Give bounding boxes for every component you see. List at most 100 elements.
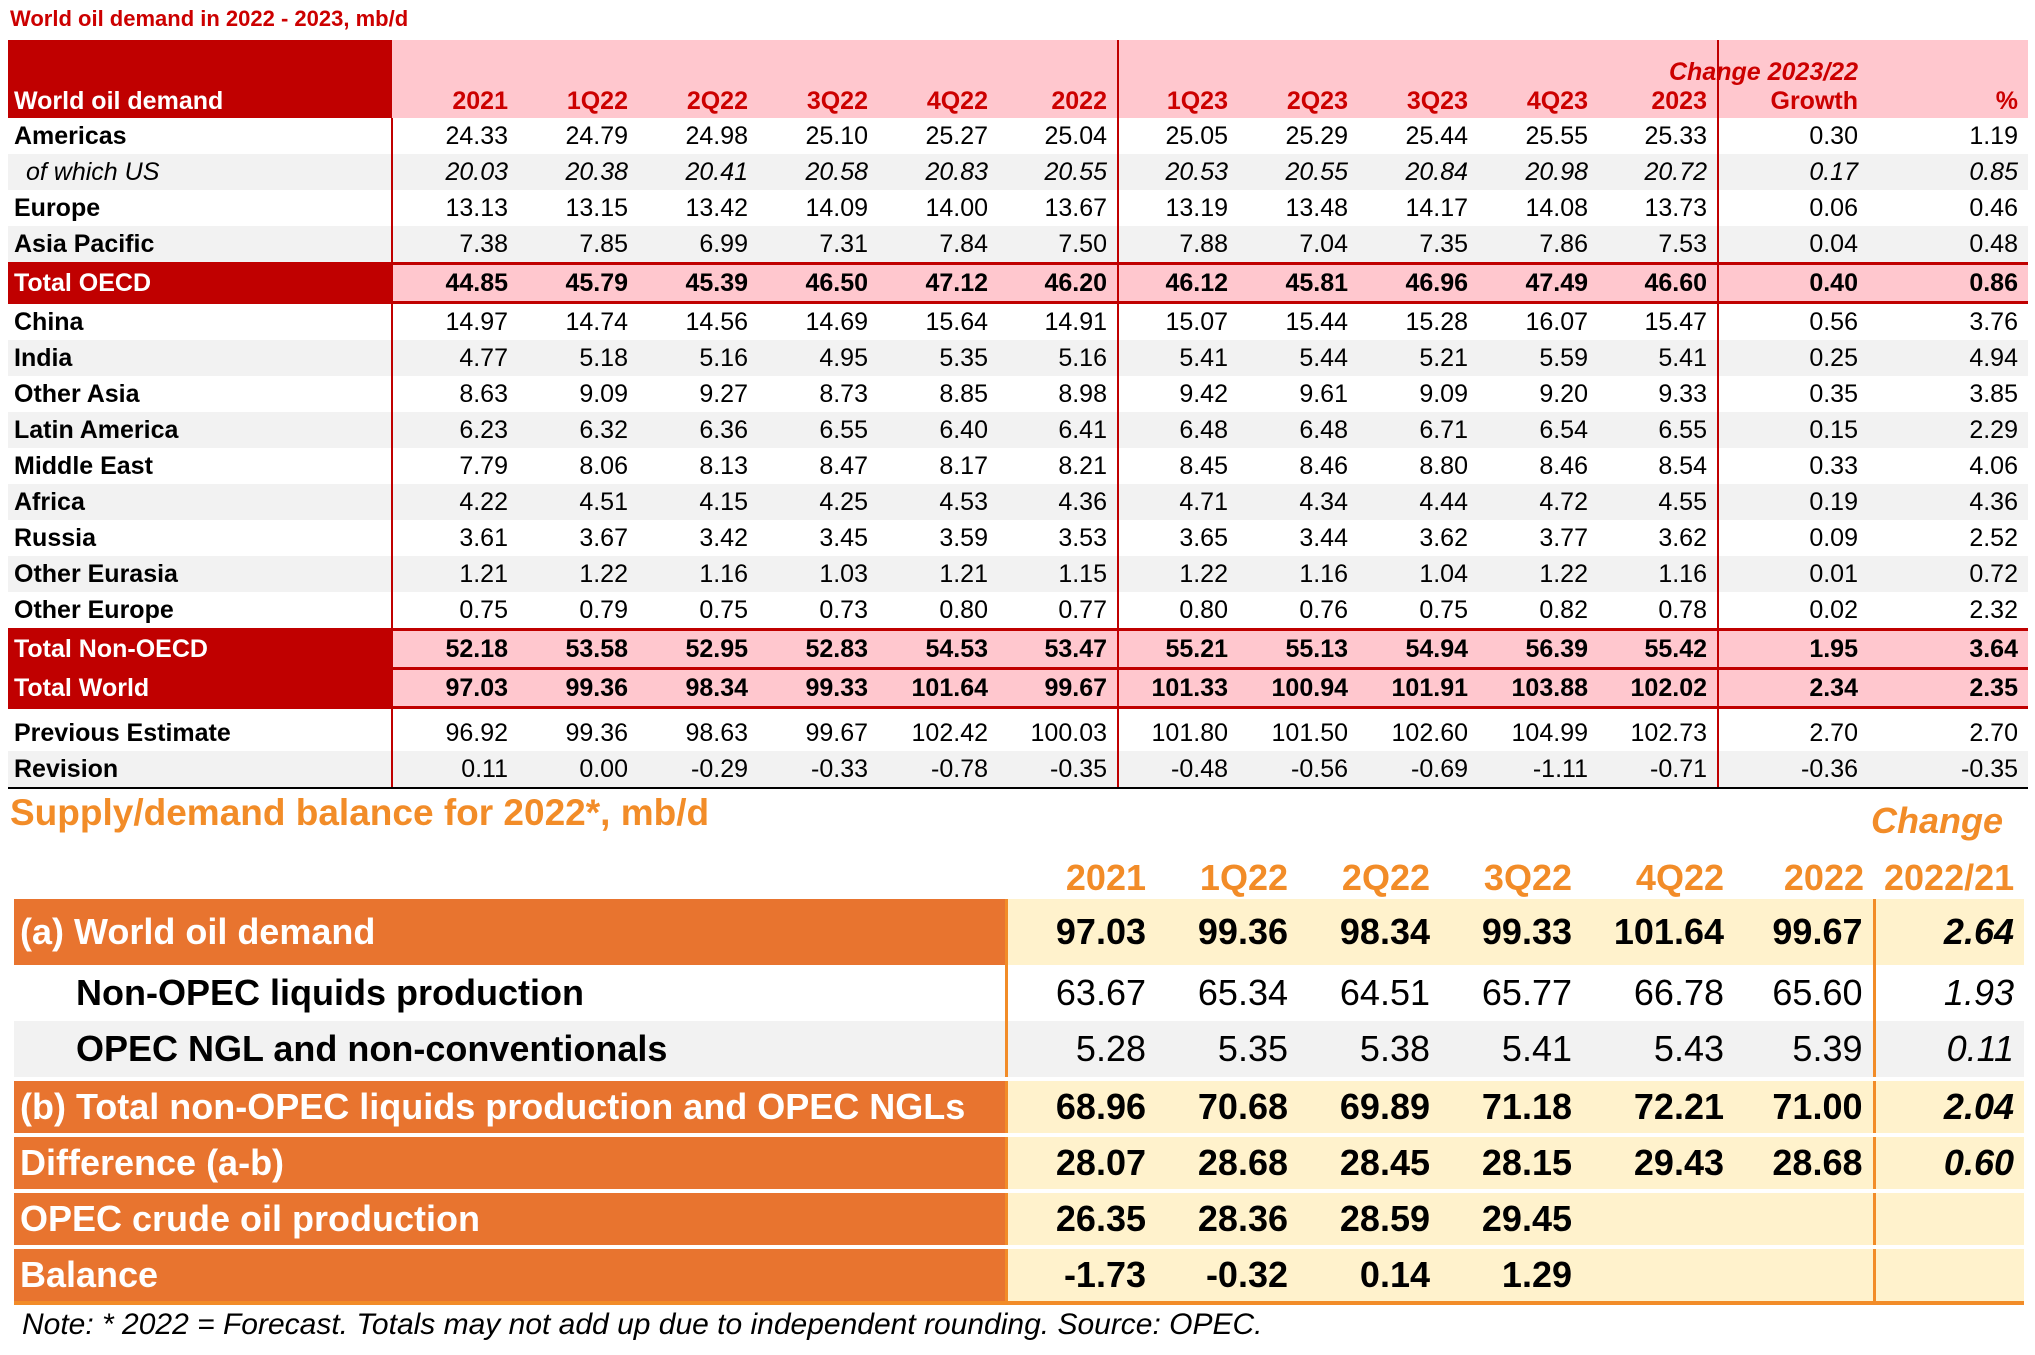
value-cell: 13.42: [685, 193, 748, 222]
value-cell: 54.53: [878, 628, 998, 670]
value-cell: 5.38: [1298, 1021, 1440, 1079]
value-cell: [1582, 1189, 1734, 1247]
value-cell: 25.04: [998, 118, 1119, 154]
value-cell: 15.28: [1405, 307, 1468, 336]
value-cell: 13.73: [1598, 190, 1719, 226]
value-cell: 100.94: [1238, 667, 1358, 709]
value-cell: 1.21: [878, 556, 998, 592]
value-cell: 28.07: [1004, 1133, 1156, 1191]
value-cell: 6.32: [518, 412, 638, 448]
growth-cell: 0.06: [1809, 193, 1858, 222]
value-cell: 6.55: [1598, 412, 1719, 448]
column-header: 1Q23: [1118, 40, 1238, 118]
value-cell: 98.34: [1298, 899, 1440, 965]
value-cell: 102.73: [1598, 707, 1719, 751]
row-label: Middle East: [8, 448, 393, 484]
column-header: 2022: [1783, 857, 1864, 898]
value-cell: -0.48: [1118, 751, 1238, 789]
value-cell: -0.69: [1358, 751, 1478, 789]
value-cell: 99.67: [805, 718, 868, 747]
row-label: Europe: [8, 190, 393, 226]
value-cell: -0.29: [638, 751, 758, 789]
value-cell: 16.07: [1525, 307, 1588, 336]
table-row: Total OECD 44.85 45.79 45.39 46.50 47.12 46.20…: [8, 262, 2028, 304]
growth-cell: 0.19: [1718, 484, 1868, 520]
change-cell: 0.11: [1872, 1021, 2024, 1079]
pct-cell: 0.85: [1868, 154, 2028, 190]
value-cell: 5.43: [1582, 1021, 1734, 1079]
value-cell: 97.03: [1004, 899, 1156, 965]
column-header: 1Q22: [1199, 857, 1288, 898]
value-cell: 1.22: [518, 556, 638, 592]
value-cell: 13.13: [445, 193, 508, 222]
value-cell: 5.35: [878, 340, 998, 376]
value-cell: -0.71: [1598, 751, 1719, 789]
growth-cell: 0.17: [1718, 154, 1868, 190]
table-row: OPEC crude oil production 26.35 28.36 28.59…: [14, 1189, 2024, 1247]
value-cell: 25.33: [1598, 118, 1719, 154]
label-header-empty: [14, 855, 1006, 899]
column-header: 2Q23: [1238, 40, 1358, 118]
supply-demand-balance-table: 2021 1Q22 2Q22 3Q22 4Q22 2022 2022/21 (a) World…: [14, 855, 2024, 1305]
pct-cell: 3.85: [1969, 379, 2018, 408]
value-cell: 52.95: [638, 628, 758, 670]
value-cell: 6.48: [1118, 412, 1238, 448]
table-row: (b) Total non-OPEC liquids production an…: [14, 1077, 2024, 1135]
value-cell: 97.03: [392, 667, 518, 709]
table-row: Balance -1.73 -0.32 0.14 1.29: [14, 1245, 2024, 1305]
row-label: Non-OPEC liquids production: [76, 972, 584, 1013]
value-cell: 101.91: [1358, 667, 1478, 709]
value-cell: 25.29: [1285, 121, 1348, 150]
row-label: Asia Pacific: [8, 226, 393, 264]
table-row: India 4.77 5.18 5.16 4.95 5.35 5.16 5.41 5.44 5.2…: [8, 340, 2028, 376]
value-cell: 5.41: [1440, 1021, 1582, 1079]
value-cell: 3.61: [459, 523, 508, 552]
value-cell: -0.56: [1238, 751, 1358, 789]
value-cell: 9.27: [699, 379, 748, 408]
value-cell: 13.19: [1165, 193, 1228, 222]
value-cell: 101.33: [1118, 667, 1238, 709]
value-cell: 53.47: [998, 628, 1119, 670]
value-cell: 20.53: [1118, 154, 1238, 190]
row-label: Difference (a-b): [14, 1133, 1006, 1191]
change-cell: 2.64: [1872, 899, 2024, 965]
value-cell: 0.76: [1299, 595, 1348, 624]
value-cell: 28.36: [1156, 1189, 1298, 1247]
value-cell: 6.55: [758, 412, 878, 448]
value-cell: 99.67: [1734, 899, 1874, 965]
growth-cell: 1.95: [1718, 628, 1868, 670]
demand-table-title: World oil demand in 2022 - 2023, mb/d: [10, 6, 409, 31]
value-cell: 7.79: [459, 451, 508, 480]
value-cell: 28.59: [1298, 1189, 1440, 1247]
value-cell: 0.75: [459, 595, 508, 624]
column-header: 2Q22: [638, 40, 758, 118]
header-row: 2021 1Q22 2Q22 3Q22 4Q22 2022 2022/21: [14, 855, 2024, 899]
change-cell: [1872, 1245, 2024, 1305]
value-cell: 8.46: [1539, 451, 1588, 480]
value-cell: 102.60: [1391, 718, 1468, 747]
table-row: Previous Estimate 96.92 99.36 98.63 99.67 102…: [8, 707, 2028, 751]
value-cell: 69.89: [1298, 1077, 1440, 1135]
value-cell: 7.31: [758, 226, 878, 264]
value-cell: 7.50: [998, 226, 1119, 264]
value-cell: -0.35: [998, 751, 1119, 789]
growth-cell: 0.01: [1718, 556, 1868, 592]
value-cell: 1.16: [638, 556, 758, 592]
value-cell: 72.21: [1582, 1077, 1734, 1135]
label-header: World oil demand: [8, 40, 392, 118]
value-cell: 3.62: [1598, 520, 1719, 556]
value-cell: 6.54: [1478, 412, 1598, 448]
pct-cell: 2.35: [1868, 667, 2028, 709]
value-cell: 28.68: [1156, 1133, 1298, 1191]
value-cell: 14.00: [925, 193, 988, 222]
value-cell: 101.64: [1582, 899, 1734, 965]
value-cell: 46.60: [1598, 262, 1719, 304]
value-cell: 7.53: [1598, 226, 1719, 264]
value-cell: 46.50: [758, 262, 878, 304]
value-cell: 4.44: [1358, 484, 1478, 520]
value-cell: 65.60: [1772, 972, 1863, 1013]
column-header: 3Q22: [758, 40, 878, 118]
value-cell: -1.73: [1004, 1245, 1156, 1305]
value-cell: 7.85: [518, 226, 638, 264]
row-label: India: [8, 340, 393, 376]
